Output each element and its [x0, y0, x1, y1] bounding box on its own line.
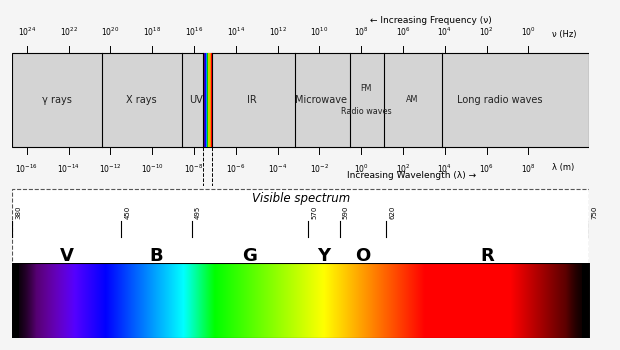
Text: ← Increasing Frequency (ν): ← Increasing Frequency (ν)	[370, 16, 492, 25]
Text: $10^{-16}$: $10^{-16}$	[16, 163, 38, 175]
Text: $10^{-4}$: $10^{-4}$	[268, 163, 287, 175]
Text: R: R	[481, 247, 495, 265]
Text: $10^{0}$: $10^{0}$	[521, 26, 536, 38]
Text: AM: AM	[406, 95, 418, 104]
Text: B: B	[150, 247, 163, 265]
Text: $10^{22}$: $10^{22}$	[60, 26, 78, 38]
Bar	[204, 52, 205, 147]
Text: Microwave: Microwave	[296, 95, 347, 105]
Text: ν (Hz): ν (Hz)	[552, 29, 576, 38]
Text: 620: 620	[389, 206, 396, 219]
Text: Long radio waves: Long radio waves	[457, 95, 542, 105]
Bar	[12, 189, 589, 298]
Bar	[12, 52, 589, 147]
Text: $10^{8}$: $10^{8}$	[521, 163, 536, 175]
Text: 495: 495	[195, 206, 200, 219]
Text: $10^{12}$: $10^{12}$	[268, 26, 286, 38]
Text: O: O	[355, 247, 371, 265]
Text: FM: FM	[360, 84, 371, 93]
Text: G: G	[242, 247, 257, 265]
Text: $10^{-14}$: $10^{-14}$	[57, 163, 80, 175]
Bar	[208, 52, 210, 147]
Text: $10^{-8}$: $10^{-8}$	[184, 163, 203, 175]
Text: 590: 590	[342, 206, 348, 219]
Text: $10^{24}$: $10^{24}$	[18, 26, 36, 38]
Text: V: V	[60, 247, 74, 265]
Text: $10^{8}$: $10^{8}$	[354, 26, 369, 38]
Text: 750: 750	[592, 206, 598, 219]
Text: $10^{-10}$: $10^{-10}$	[141, 163, 164, 175]
Text: $10^{-2}$: $10^{-2}$	[310, 163, 329, 175]
Text: $10^{0}$: $10^{0}$	[354, 163, 369, 175]
Text: $10^{20}$: $10^{20}$	[101, 26, 120, 38]
Bar	[582, 262, 589, 338]
Text: $10^{2}$: $10^{2}$	[479, 26, 494, 38]
Text: Increasing Wavelength (λ) →: Increasing Wavelength (λ) →	[347, 171, 476, 180]
Bar	[207, 52, 208, 147]
Text: $10^{-6}$: $10^{-6}$	[226, 163, 246, 175]
Text: 380: 380	[16, 206, 21, 219]
Text: Radio waves: Radio waves	[340, 107, 391, 116]
Text: λ (m): λ (m)	[552, 163, 574, 172]
Text: $10^{6}$: $10^{6}$	[396, 26, 410, 38]
Text: UV: UV	[189, 95, 203, 105]
Bar	[12, 262, 19, 338]
Text: $10^{6}$: $10^{6}$	[479, 163, 494, 175]
Text: $10^{10}$: $10^{10}$	[310, 26, 329, 38]
Bar	[210, 52, 211, 147]
Text: $10^{4}$: $10^{4}$	[438, 163, 452, 175]
Bar	[205, 52, 206, 147]
Text: IR: IR	[247, 95, 257, 105]
Bar	[206, 52, 207, 147]
Text: X rays: X rays	[126, 95, 156, 105]
Text: $10^{2}$: $10^{2}$	[396, 163, 410, 175]
Text: $10^{-12}$: $10^{-12}$	[99, 163, 122, 175]
Text: $10^{16}$: $10^{16}$	[185, 26, 203, 38]
Text: $10^{4}$: $10^{4}$	[438, 26, 452, 38]
Text: Visible spectrum: Visible spectrum	[252, 192, 350, 205]
Text: γ rays: γ rays	[42, 95, 73, 105]
Text: 570: 570	[311, 206, 317, 219]
Text: 450: 450	[125, 206, 130, 219]
Text: $10^{14}$: $10^{14}$	[227, 26, 245, 38]
Text: $10^{18}$: $10^{18}$	[143, 26, 161, 38]
Text: Y: Y	[317, 247, 330, 265]
Bar	[203, 52, 204, 147]
Bar	[211, 52, 212, 147]
